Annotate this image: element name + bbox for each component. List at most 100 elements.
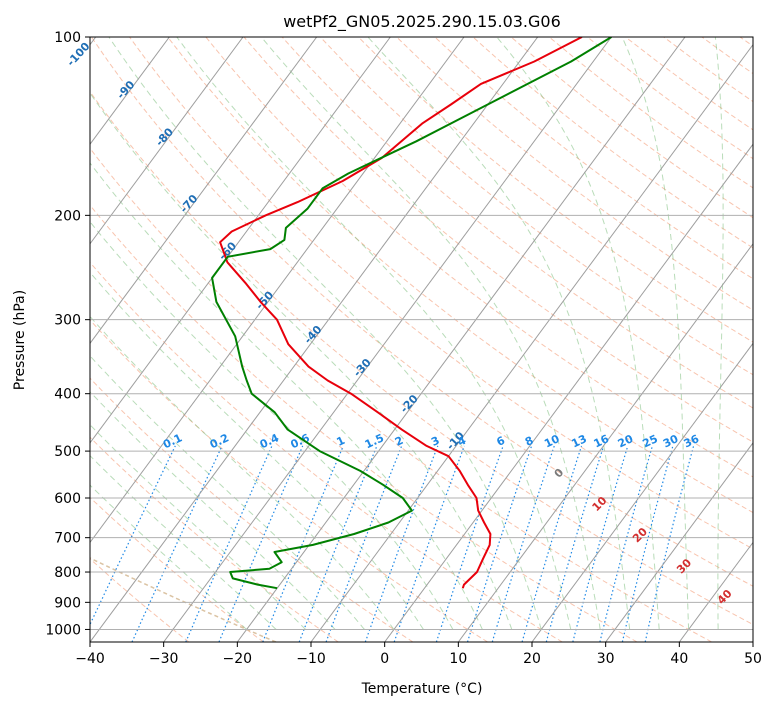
mixing-ratio-label: 16 <box>592 432 612 450</box>
mixing-ratio-line <box>90 445 176 626</box>
moist-adiabat <box>367 37 631 630</box>
moist-adiabat <box>496 37 660 630</box>
x-tick-label: −30 <box>149 651 179 667</box>
dry-adiabat <box>472 37 753 249</box>
dry-adiabat <box>90 90 753 626</box>
moist-adiabat-label: 0 <box>552 466 567 481</box>
moist-adiabat <box>90 455 277 630</box>
isotherm-label: -20 <box>398 392 421 416</box>
y-tick-label: 900 <box>54 595 81 611</box>
dry-adiabat <box>243 37 753 443</box>
mixing-ratio-label: 10 <box>542 432 562 450</box>
mixing-ratio-line <box>185 445 273 642</box>
dry-adiabat <box>701 37 753 75</box>
x-tick-label: −10 <box>296 651 326 667</box>
moist-adiabat <box>90 315 395 630</box>
mixing-ratio-line <box>545 445 605 642</box>
mixing-ratio-label: 30 <box>661 432 681 450</box>
mixing-ratio-label: 3 <box>429 434 441 449</box>
y-tick-label: 600 <box>54 491 81 507</box>
moist-adiabat <box>90 92 513 630</box>
temperature-trace <box>219 37 583 589</box>
mixing-ratio-label: 0.1 <box>161 431 184 451</box>
mixing-ratio-line <box>644 445 695 642</box>
dry-adiabat <box>358 37 753 343</box>
moist-adiabat <box>108 37 542 630</box>
dry-adiabat <box>167 37 753 514</box>
mixing-ratio-line <box>435 445 504 642</box>
isotherm-line <box>236 37 686 642</box>
y-axis-label: Pressure (hPa) <box>12 290 28 390</box>
x-tick-label: −40 <box>75 651 105 667</box>
y-tick-label: 400 <box>54 387 81 403</box>
dry-adiabat <box>90 147 712 642</box>
mixing-ratio-label: 1.5 <box>363 431 386 451</box>
isotherm-line <box>163 37 612 642</box>
y-tick-label: 100 <box>54 30 81 46</box>
moist-adiabat-label: 10 <box>590 494 610 514</box>
isotherm-line <box>678 541 753 642</box>
y-tick-label: 1000 <box>45 622 81 638</box>
mixing-ratio-line <box>393 445 465 642</box>
x-tick-label: 0 <box>380 651 389 667</box>
sounding-traces <box>211 37 612 590</box>
isotherm-label: -90 <box>114 78 137 102</box>
moist-adiabat <box>260 37 601 630</box>
x-tick-label: −20 <box>223 651 253 667</box>
isotherm-label: -80 <box>153 125 176 149</box>
moist-adiabat <box>90 424 306 630</box>
dry-adiabat <box>90 436 339 642</box>
mixing-ratio-line <box>521 445 583 642</box>
dry-adiabat <box>548 37 753 189</box>
mixing-ratio-label: 36 <box>682 432 702 450</box>
mixing-ratio-label: 0.2 <box>208 431 231 451</box>
mixing-ratio-label: 13 <box>570 432 589 450</box>
isotherm-line <box>310 43 753 642</box>
dry-adiabat <box>396 37 753 311</box>
y-tick-label: 500 <box>54 444 81 460</box>
mixing-ratio-label: 1 <box>334 434 346 449</box>
reference-curve <box>90 557 277 642</box>
isotherm-line <box>752 641 753 642</box>
isotherm-line <box>384 143 753 642</box>
y-tick-label: 700 <box>54 531 81 547</box>
moist-adiabat <box>90 355 365 630</box>
mixing-ratio-label: 25 <box>640 432 659 450</box>
moist-adiabat <box>90 271 424 630</box>
x-tick-label: 10 <box>449 651 467 667</box>
moist-adiabat <box>90 162 483 630</box>
isotherm-line <box>90 37 539 642</box>
isotherm-line <box>90 37 465 544</box>
y-tick-label: 300 <box>54 313 81 329</box>
isotherm-line <box>90 37 244 245</box>
dry-adiabat <box>90 204 638 642</box>
moist-adiabat <box>90 391 336 630</box>
x-tick-label: 30 <box>597 651 615 667</box>
x-tick-label: 20 <box>523 651 541 667</box>
moist-adiabat <box>714 37 724 630</box>
x-tick-label: 40 <box>670 651 688 667</box>
x-axis-ticks: −40 −30 −20 −10 0 10 20 30 40 50 <box>75 642 762 667</box>
dry-adiabat <box>90 558 190 642</box>
dry-adiabat <box>281 37 753 409</box>
isotherm-line <box>90 37 391 444</box>
mixing-ratio-line <box>621 445 674 642</box>
mixing-ratio-line <box>491 445 555 642</box>
mixing-ratio-line <box>599 445 653 642</box>
isotherm-label: -70 <box>177 192 200 216</box>
isotherm-line <box>531 342 753 642</box>
dry-adiabat <box>663 37 753 103</box>
mixing-ratio-label: 2 <box>393 434 405 449</box>
isotherm-line <box>457 242 753 642</box>
isotherm-label: -40 <box>302 323 325 347</box>
mixing-ratio-line <box>572 445 629 642</box>
isotherm-label: -30 <box>351 356 374 380</box>
isotherm-line <box>90 37 318 345</box>
mixing-ratio-line <box>466 445 533 642</box>
moist-adiabat <box>90 221 454 630</box>
y-tick-label: 800 <box>54 565 81 581</box>
chart-title: wetPf2_GN05.2025.290.15.03.G06 <box>283 12 561 32</box>
x-axis-label: Temperature (°C) <box>361 681 483 697</box>
isotherm-line <box>605 442 753 642</box>
